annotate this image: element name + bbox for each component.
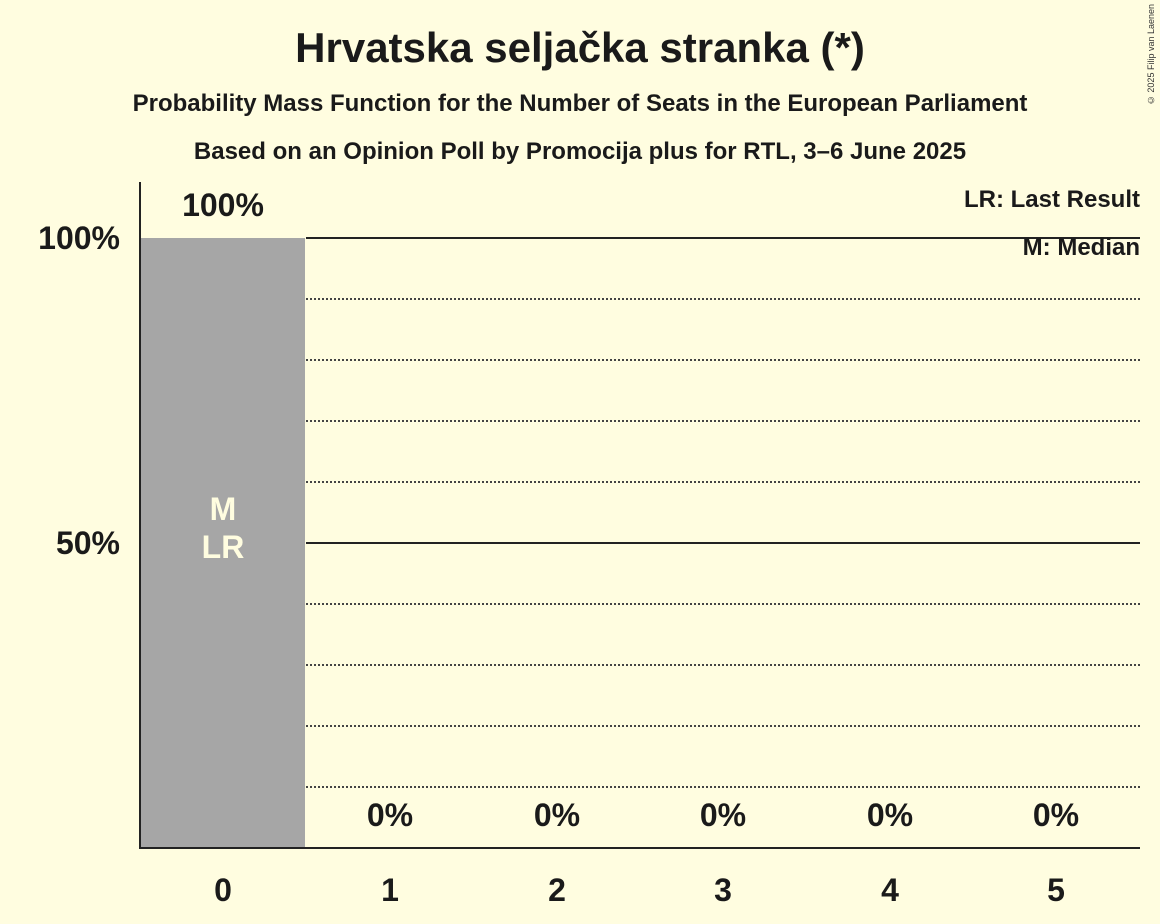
gridline-40 [306,603,1140,605]
bar-label-2: 0% [533,797,581,833]
gridline-70 [306,420,1140,422]
x-axis-line [139,847,1140,849]
bar-label-1: 0% [366,797,414,833]
x-tick-3: 3 [714,872,732,908]
gridline-30 [306,664,1140,666]
bar-inner-median: M [209,491,237,527]
bar-label-0: 100% [182,187,264,223]
x-tick-5: 5 [1047,872,1065,908]
y-tick-100: 100% [38,220,120,256]
gridline-80 [306,359,1140,361]
bar-label-3: 0% [699,797,747,833]
copyright-note: © 2025 Filip van Laenen [1146,4,1156,106]
x-tick-0: 0 [214,872,232,908]
gridline-100 [306,237,1140,239]
bar-0 [141,238,305,847]
gridline-50 [306,542,1140,544]
gridline-20 [306,725,1140,727]
x-tick-1: 1 [381,872,399,908]
gridline-60 [306,481,1140,483]
gridline-10 [306,786,1140,788]
chart-subtitle: Probability Mass Function for the Number… [132,90,1028,117]
x-tick-2: 2 [548,872,566,908]
x-tick-4: 4 [881,872,899,908]
bar-label-4: 0% [866,797,914,833]
legend-last-result: LR: Last Result [963,186,1140,213]
y-axis-line [139,182,141,848]
chart-source: Based on an Opinion Poll by Promocija pl… [193,138,967,165]
gridline-90 [306,298,1140,300]
chart-title: Hrvatska seljačka stranka (*) [295,24,865,71]
legend-median: M: Median [1022,234,1140,261]
y-tick-50: 50% [55,525,120,561]
bar-inner-last-result: LR [201,529,245,565]
bar-label-5: 0% [1032,797,1080,833]
